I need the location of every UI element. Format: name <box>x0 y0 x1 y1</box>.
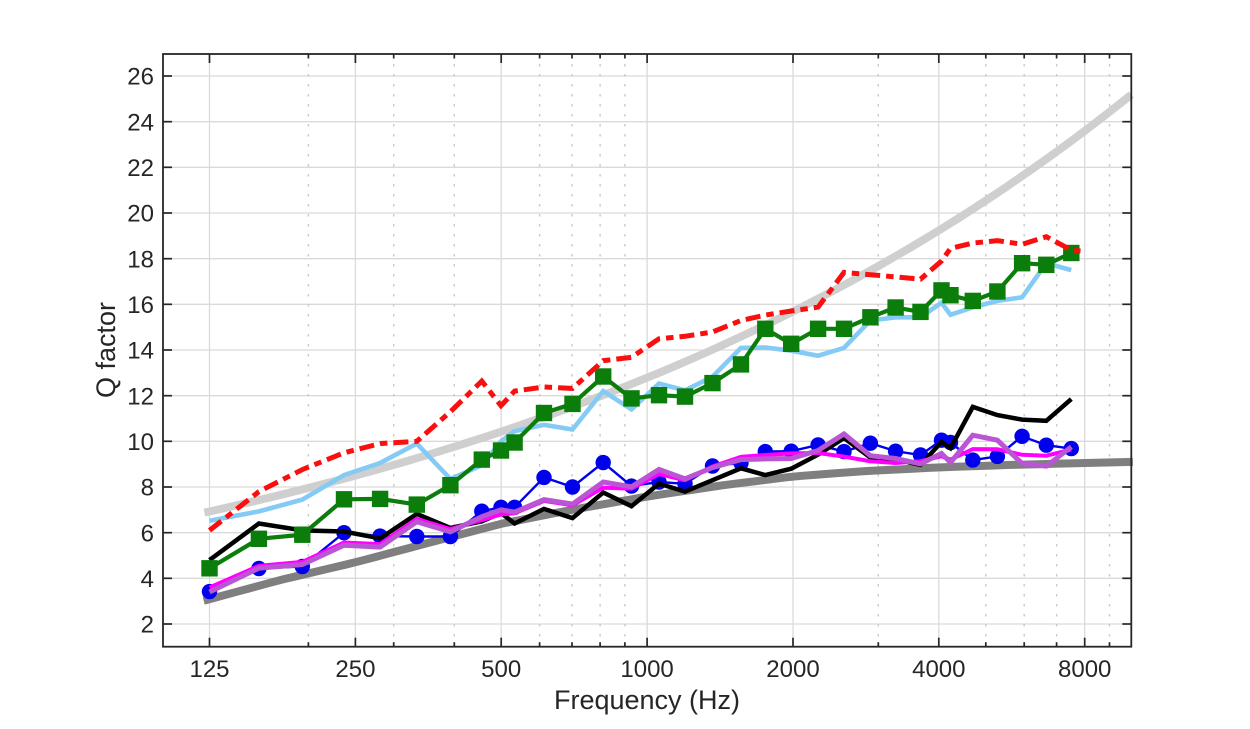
svg-text:10: 10 <box>127 429 154 456</box>
svg-text:16: 16 <box>127 292 154 319</box>
svg-text:22: 22 <box>127 155 154 182</box>
svg-text:Frequency (Hz): Frequency (Hz) <box>554 685 740 715</box>
svg-text:24: 24 <box>127 109 154 136</box>
svg-text:1000: 1000 <box>620 656 673 683</box>
svg-text:26: 26 <box>127 64 154 91</box>
svg-text:8000: 8000 <box>1058 656 1111 683</box>
svg-text:20: 20 <box>127 201 154 228</box>
svg-text:500: 500 <box>481 656 521 683</box>
svg-text:12: 12 <box>127 383 154 410</box>
svg-text:18: 18 <box>127 246 154 273</box>
svg-text:2000: 2000 <box>766 656 819 683</box>
svg-text:4000: 4000 <box>912 656 965 683</box>
svg-text:14: 14 <box>127 338 154 365</box>
svg-text:4: 4 <box>141 566 154 593</box>
svg-text:8: 8 <box>141 475 154 502</box>
svg-text:2: 2 <box>141 612 154 639</box>
svg-text:6: 6 <box>141 520 154 547</box>
svg-text:250: 250 <box>335 656 375 683</box>
svg-text:Q factor: Q factor <box>91 302 121 398</box>
svg-text:125: 125 <box>189 656 229 683</box>
